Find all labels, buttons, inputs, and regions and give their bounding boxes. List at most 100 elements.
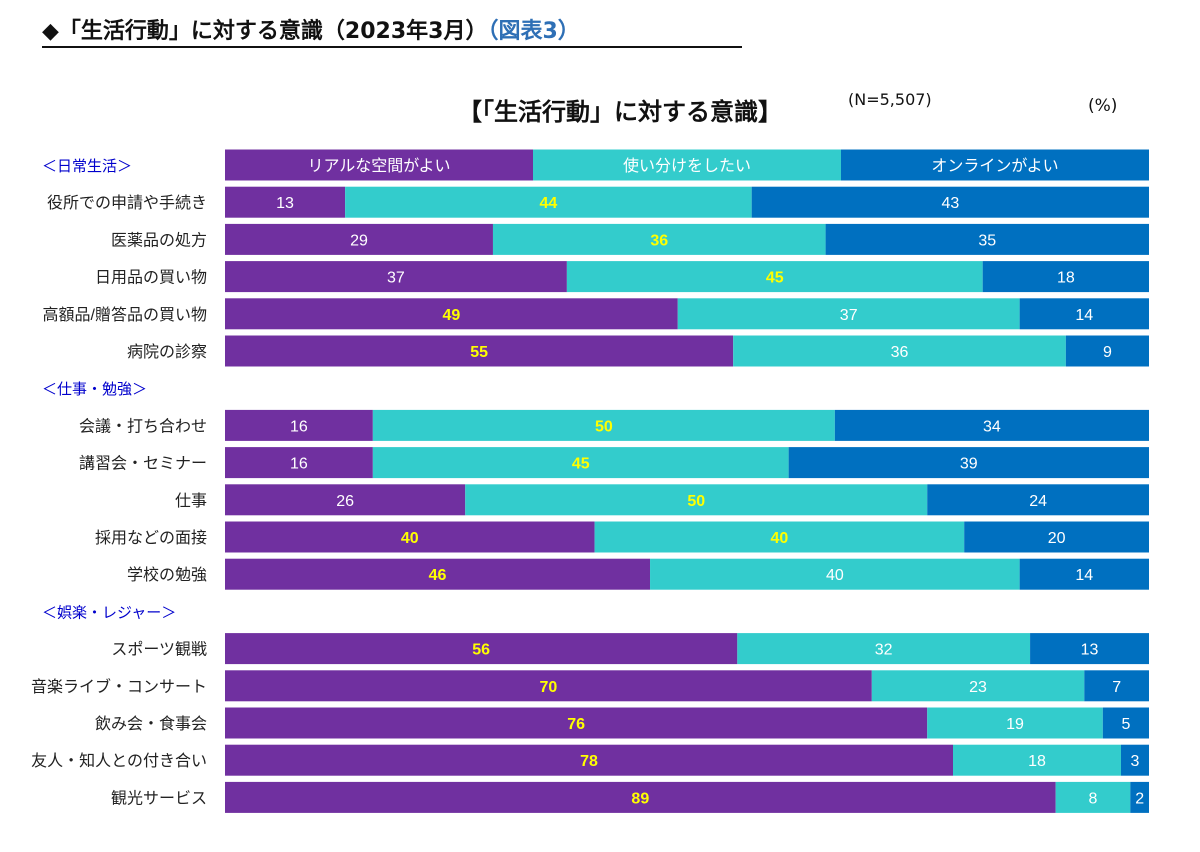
sample-size-note: (N=5,507) — [848, 90, 932, 109]
category-label: 音楽ライブ・コンサート — [31, 677, 207, 696]
data-label-real: 49 — [442, 307, 460, 324]
data-label-online: 35 — [978, 232, 996, 249]
bar-segment-online — [1084, 670, 1149, 702]
bar-segment-real — [225, 447, 373, 479]
data-label-online: 9 — [1103, 344, 1112, 361]
group-label: ＜日常生活＞ — [42, 158, 132, 175]
data-label-both: 40 — [771, 530, 789, 547]
legend-swatch-both — [533, 149, 841, 181]
data-label-online: 13 — [1081, 642, 1099, 659]
data-label-both: 50 — [687, 493, 705, 510]
category-label: 友人・知人との付き合い — [31, 752, 207, 770]
data-label-both: 45 — [766, 270, 784, 287]
category-label: 学校の勉強 — [127, 566, 207, 584]
data-label-real: 56 — [472, 642, 490, 659]
bar-segment-real — [225, 744, 953, 776]
bar-segment-real — [225, 633, 738, 665]
bar-segment-real — [225, 781, 1056, 813]
data-label-both: 18 — [1028, 753, 1046, 770]
bar-segment-online — [1130, 781, 1149, 813]
bar-segment-both — [677, 298, 1020, 330]
bar-segment-both — [372, 409, 835, 441]
bar-segment-both — [1055, 781, 1131, 813]
bar-segment-both — [737, 633, 1031, 665]
category-label: スポーツ観戦 — [111, 641, 207, 659]
data-label-both: 44 — [540, 195, 558, 212]
bar-segment-both — [465, 484, 928, 516]
data-label-online: 20 — [1048, 530, 1066, 547]
bar-segment-real — [225, 670, 872, 702]
data-label-both: 23 — [969, 679, 987, 696]
data-label-real: 89 — [631, 790, 649, 807]
unit-note: (%) — [1088, 96, 1118, 116]
legend-label-online: オンラインがよい — [931, 157, 1058, 175]
bar-segment-real — [225, 558, 651, 590]
data-label-online: 2 — [1135, 790, 1144, 807]
data-label-real: 46 — [429, 567, 447, 584]
data-label-online: 39 — [960, 456, 978, 473]
data-label-online: 43 — [941, 195, 959, 212]
bar-segment-real — [225, 298, 678, 330]
bar-segment-both — [345, 186, 752, 218]
bar-segment-online — [982, 261, 1149, 293]
data-label-real: 37 — [387, 270, 405, 287]
category-label: 飲み会・食事会 — [95, 715, 207, 733]
data-label-both: 50 — [595, 418, 613, 435]
data-label-real: 78 — [580, 753, 598, 770]
bar-segment-online — [834, 409, 1149, 441]
data-label-real: 55 — [470, 344, 488, 361]
bar-segment-real — [225, 335, 734, 367]
figure-reference: （図表3） — [487, 19, 580, 44]
data-label-both: 36 — [650, 232, 668, 249]
data-label-online: 14 — [1075, 567, 1093, 584]
bar-segment-both — [566, 261, 983, 293]
data-label-both: 36 — [891, 344, 909, 361]
bar-segment-online — [927, 484, 1149, 516]
bar-segment-online — [1019, 558, 1149, 590]
data-label-both: 32 — [875, 642, 893, 659]
bar-segment-real — [225, 261, 567, 293]
data-label-online: 24 — [1029, 493, 1047, 510]
data-label-both: 8 — [1089, 790, 1098, 807]
bar-segment-both — [953, 744, 1121, 776]
heading-underline — [42, 46, 742, 48]
data-label-real: 16 — [290, 418, 308, 435]
bar-segment-online — [788, 447, 1149, 479]
legend-swatch-real — [225, 149, 533, 181]
category-label: 日用品の買い物 — [95, 269, 207, 287]
group-label: ＜娯楽・レジャー＞ — [42, 604, 176, 621]
category-label: 観光サービス — [111, 789, 207, 807]
data-label-real: 26 — [336, 493, 354, 510]
bar-segment-both — [871, 670, 1085, 702]
data-label-real: 29 — [350, 232, 368, 249]
bar-segment-real — [225, 707, 928, 739]
legend-label-real: リアルな空間がよい — [307, 157, 450, 175]
data-label-real: 40 — [401, 530, 419, 547]
category-label: 高額品/贈答品の買い物 — [43, 306, 207, 324]
bar-segment-real — [225, 484, 466, 516]
bar-segment-online — [1121, 744, 1149, 776]
page-heading-text: ◆「生活行動」に対する意識（2023年3月） — [42, 19, 488, 44]
data-label-online: 18 — [1057, 270, 1075, 287]
data-label-real: 13 — [276, 195, 294, 212]
category-label: 仕事 — [175, 492, 207, 510]
chart-title: 【「生活行動」に対する意識】 — [458, 98, 782, 126]
legend-label-both: 使い分けをしたい — [623, 157, 751, 175]
data-label-both: 45 — [572, 456, 590, 473]
bar-segment-real — [225, 409, 373, 441]
bar-segment-both — [492, 223, 826, 255]
data-label-both: 37 — [840, 307, 858, 324]
bar-segment-real — [225, 223, 493, 255]
data-label-online: 3 — [1131, 753, 1140, 770]
data-label-both: 40 — [826, 567, 844, 584]
group-label: ＜仕事・勉強＞ — [42, 381, 147, 398]
data-label-online: 5 — [1121, 716, 1130, 733]
bar-segment-both — [733, 335, 1066, 367]
bar-segment-online — [964, 521, 1149, 553]
category-label: 病院の診察 — [127, 343, 207, 361]
category-label: 採用などの面接 — [95, 529, 207, 547]
bar-segment-both — [372, 447, 789, 479]
data-label-both: 19 — [1006, 716, 1024, 733]
bar-segment-real — [225, 186, 346, 218]
